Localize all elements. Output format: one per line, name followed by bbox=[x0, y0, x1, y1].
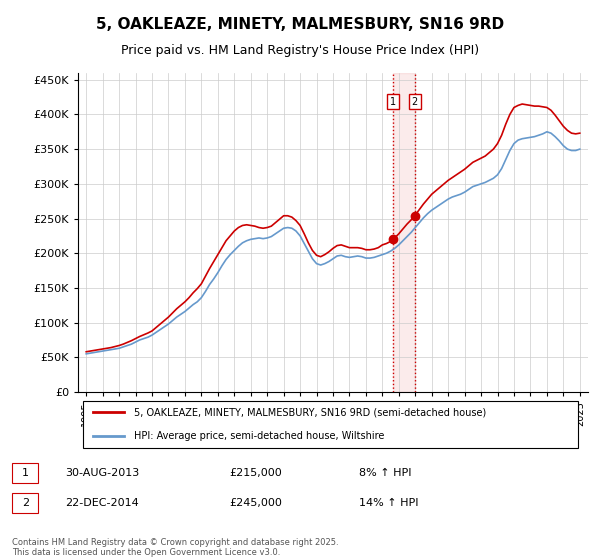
Text: 5, OAKLEAZE, MINETY, MALMESBURY, SN16 9RD (semi-detached house): 5, OAKLEAZE, MINETY, MALMESBURY, SN16 9R… bbox=[134, 408, 487, 418]
Text: 5, OAKLEAZE, MINETY, MALMESBURY, SN16 9RD: 5, OAKLEAZE, MINETY, MALMESBURY, SN16 9R… bbox=[96, 17, 504, 32]
Text: HPI: Average price, semi-detached house, Wiltshire: HPI: Average price, semi-detached house,… bbox=[134, 431, 385, 441]
Text: 1: 1 bbox=[22, 468, 29, 478]
Text: Price paid vs. HM Land Registry's House Price Index (HPI): Price paid vs. HM Land Registry's House … bbox=[121, 44, 479, 57]
Text: 8% ↑ HPI: 8% ↑ HPI bbox=[359, 468, 412, 478]
Bar bbox=[393, 73, 415, 392]
Text: £245,000: £245,000 bbox=[229, 498, 283, 508]
FancyBboxPatch shape bbox=[12, 493, 38, 513]
Text: 30-AUG-2013: 30-AUG-2013 bbox=[65, 468, 139, 478]
FancyBboxPatch shape bbox=[12, 463, 38, 483]
Text: 1: 1 bbox=[390, 96, 396, 106]
Text: Contains HM Land Registry data © Crown copyright and database right 2025.
This d: Contains HM Land Registry data © Crown c… bbox=[12, 538, 338, 557]
Text: £215,000: £215,000 bbox=[229, 468, 282, 478]
FancyBboxPatch shape bbox=[83, 402, 578, 448]
Text: 2: 2 bbox=[412, 96, 418, 106]
Text: 2: 2 bbox=[22, 498, 29, 508]
Text: 22-DEC-2014: 22-DEC-2014 bbox=[65, 498, 139, 508]
Text: 14% ↑ HPI: 14% ↑ HPI bbox=[359, 498, 418, 508]
